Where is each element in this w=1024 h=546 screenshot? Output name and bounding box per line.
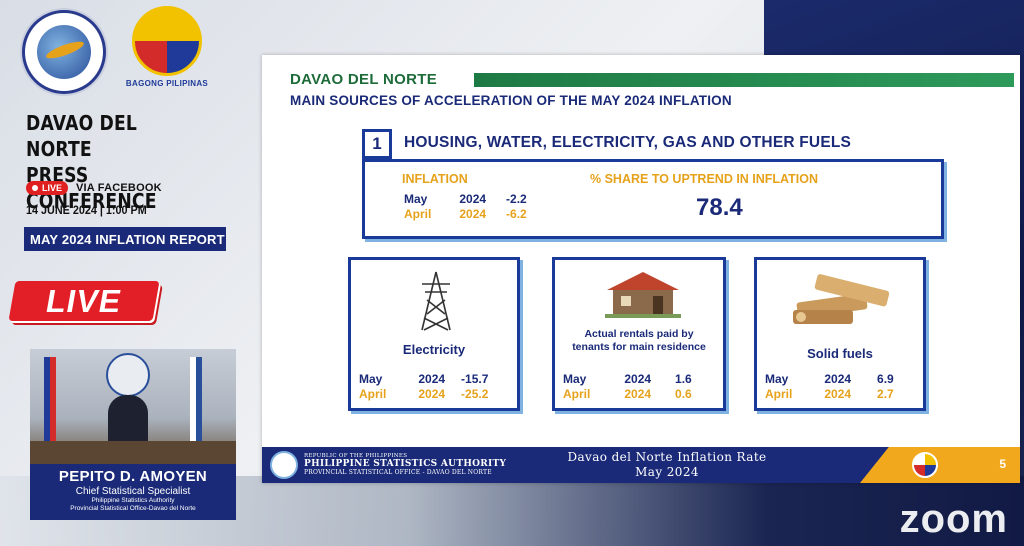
table-row: May 2024 -2.2 bbox=[400, 192, 531, 207]
footer-org-line3: PROVINCIAL STATISTICAL OFFICE - DAVAO DE… bbox=[304, 469, 492, 476]
speaker-figure bbox=[108, 395, 148, 445]
house-icon bbox=[605, 272, 681, 318]
speaker-video-feed bbox=[30, 349, 236, 464]
conference-title-line1: DAVAO DEL NORTE bbox=[26, 111, 138, 161]
psa-seal-icon bbox=[22, 10, 106, 94]
psa-footer-seal-icon bbox=[270, 451, 298, 479]
bagong-pilipinas-emblem-icon bbox=[132, 6, 202, 76]
year-cell: 2024 bbox=[418, 387, 446, 401]
speaker-desk bbox=[30, 441, 236, 464]
conference-title: DAVAO DEL NORTE PRESS CONFERENCE bbox=[26, 110, 207, 214]
card-table: May 2024 6.9 April 2024 2.7 bbox=[761, 372, 898, 402]
card-solid-fuels: Solid fuels May 2024 6.9 April 2024 2.7 bbox=[754, 257, 926, 411]
month-cell: May bbox=[359, 372, 383, 386]
share-value: 78.4 bbox=[696, 194, 743, 221]
month-cell: April bbox=[404, 207, 432, 221]
press-conference-sidebar: BAGONG PILIPINAS DAVAO DEL NORTE PRESS C… bbox=[0, 0, 250, 546]
table-row: May 2024 -15.7 bbox=[355, 372, 492, 387]
main-category-box bbox=[362, 159, 944, 239]
table-row: April 2024 -6.2 bbox=[400, 207, 531, 222]
year-cell: 2024 bbox=[824, 372, 852, 386]
year-cell: 2024 bbox=[624, 387, 652, 401]
bagong-pilipinas-label: BAGONG PILIPINAS bbox=[125, 79, 209, 88]
footer-org: REPUBLIC OF THE PHILIPPINES PHILIPPINE S… bbox=[304, 453, 506, 476]
slide-region-title: DAVAO DEL NORTE bbox=[290, 71, 438, 88]
year-cell: 2024 bbox=[459, 192, 487, 206]
value-cell: 1.6 bbox=[675, 372, 692, 386]
footer-accent: 5 bbox=[860, 447, 1020, 483]
footer-title-line2: May 2024 bbox=[635, 465, 699, 479]
slide-subtitle: MAIN SOURCES OF ACCELERATION OF THE MAY … bbox=[290, 93, 732, 108]
footer-org-line1: REPUBLIC OF THE PHILIPPINES bbox=[304, 453, 408, 459]
value-cell: -6.2 bbox=[506, 207, 527, 221]
year-cell: 2024 bbox=[418, 372, 446, 386]
table-row: April 2024 2.7 bbox=[761, 387, 898, 402]
firewood-icon bbox=[793, 274, 890, 324]
value-cell: -15.7 bbox=[461, 372, 489, 386]
psa-flag-icon bbox=[190, 357, 202, 443]
inflation-label: INFLATION bbox=[402, 172, 468, 186]
month-cell: May bbox=[404, 192, 428, 206]
value-cell: 6.9 bbox=[877, 372, 894, 386]
table-row: May 2024 6.9 bbox=[761, 372, 898, 387]
speaker-name-plate: PEPITO D. AMOYEN Chief Statistical Speci… bbox=[30, 464, 236, 520]
page-number: 5 bbox=[999, 457, 1006, 471]
live-dot-icon bbox=[32, 185, 38, 191]
value-cell: -2.2 bbox=[506, 192, 527, 206]
value-cell: 2.7 bbox=[877, 387, 894, 401]
card-label: Electricity bbox=[402, 342, 466, 357]
year-cell: 2024 bbox=[624, 372, 652, 386]
month-cell: April bbox=[765, 387, 793, 401]
year-cell: 2024 bbox=[824, 387, 852, 401]
table-row: May 2024 1.6 bbox=[559, 372, 696, 387]
philippine-flag-icon bbox=[44, 357, 56, 443]
zoom-watermark: zoom bbox=[899, 497, 1008, 541]
footer-title: Davao del Norte Inflation Rate May 2024 bbox=[517, 450, 817, 480]
card-label: Actual rentals paid by tenants for main … bbox=[572, 328, 706, 353]
footer-title-line1: Davao del Norte Inflation Rate bbox=[567, 450, 767, 464]
slide-footer: REPUBLIC OF THE PHILIPPINES PHILIPPINE S… bbox=[262, 447, 1020, 483]
table-row: April 2024 0.6 bbox=[559, 387, 696, 402]
month-cell: April bbox=[563, 387, 591, 401]
card-rentals: Actual rentals paid by tenants for main … bbox=[552, 257, 726, 411]
date-time-label: 14 JUNE 2024 | 1:00 PM bbox=[26, 203, 147, 217]
speaker-name: PEPITO D. AMOYEN bbox=[58, 468, 208, 485]
main-category-heading: HOUSING, WATER, ELECTRICITY, GAS AND OTH… bbox=[404, 134, 852, 151]
speaker-title: Chief Statistical Specialist bbox=[75, 486, 191, 497]
card-table: May 2024 -15.7 April 2024 -25.2 bbox=[355, 372, 492, 402]
live-pill: LIVE bbox=[26, 181, 69, 195]
value-cell: -25.2 bbox=[461, 387, 489, 401]
transmission-tower-icon bbox=[421, 271, 451, 331]
bagong-pilipinas-footer-icon bbox=[912, 452, 938, 478]
month-cell: May bbox=[765, 372, 789, 386]
speaker-org-line2: Provincial Statistical Office-Davao del … bbox=[70, 505, 196, 512]
card-electricity: Electricity May 2024 -15.7 April 2024 -2… bbox=[348, 257, 520, 411]
footer-org-line2: PHILIPPINE STATISTICS AUTHORITY bbox=[304, 459, 507, 469]
title-accent-bar bbox=[474, 73, 1014, 87]
month-cell: April bbox=[359, 387, 387, 401]
bagong-pilipinas-logo: BAGONG PILIPINAS bbox=[124, 6, 210, 96]
via-facebook-label: VIA FACEBOOK bbox=[76, 182, 162, 194]
main-inflation-table: May 2024 -2.2 April 2024 -6.2 bbox=[400, 192, 531, 222]
live-status-row: LIVE VIA FACEBOOK bbox=[26, 181, 162, 195]
rank-number: 1 bbox=[362, 129, 392, 159]
share-label: % SHARE TO UPTREND IN INFLATION bbox=[590, 172, 819, 186]
card-table: May 2024 1.6 April 2024 0.6 bbox=[559, 372, 696, 402]
presentation-slide: DAVAO DEL NORTE MAIN SOURCES OF ACCELERA… bbox=[262, 55, 1020, 483]
card-label: Solid fuels bbox=[807, 346, 873, 361]
report-label: MAY 2024 INFLATION REPORT bbox=[24, 227, 226, 251]
month-cell: May bbox=[563, 372, 587, 386]
year-cell: 2024 bbox=[459, 207, 487, 221]
value-cell: 0.6 bbox=[675, 387, 692, 401]
table-row: April 2024 -25.2 bbox=[355, 387, 492, 402]
live-banner: LIVE bbox=[8, 281, 160, 321]
psa-wall-seal-icon bbox=[106, 353, 150, 397]
speaker-org-line1: Philippine Statistics Authority bbox=[91, 497, 175, 504]
